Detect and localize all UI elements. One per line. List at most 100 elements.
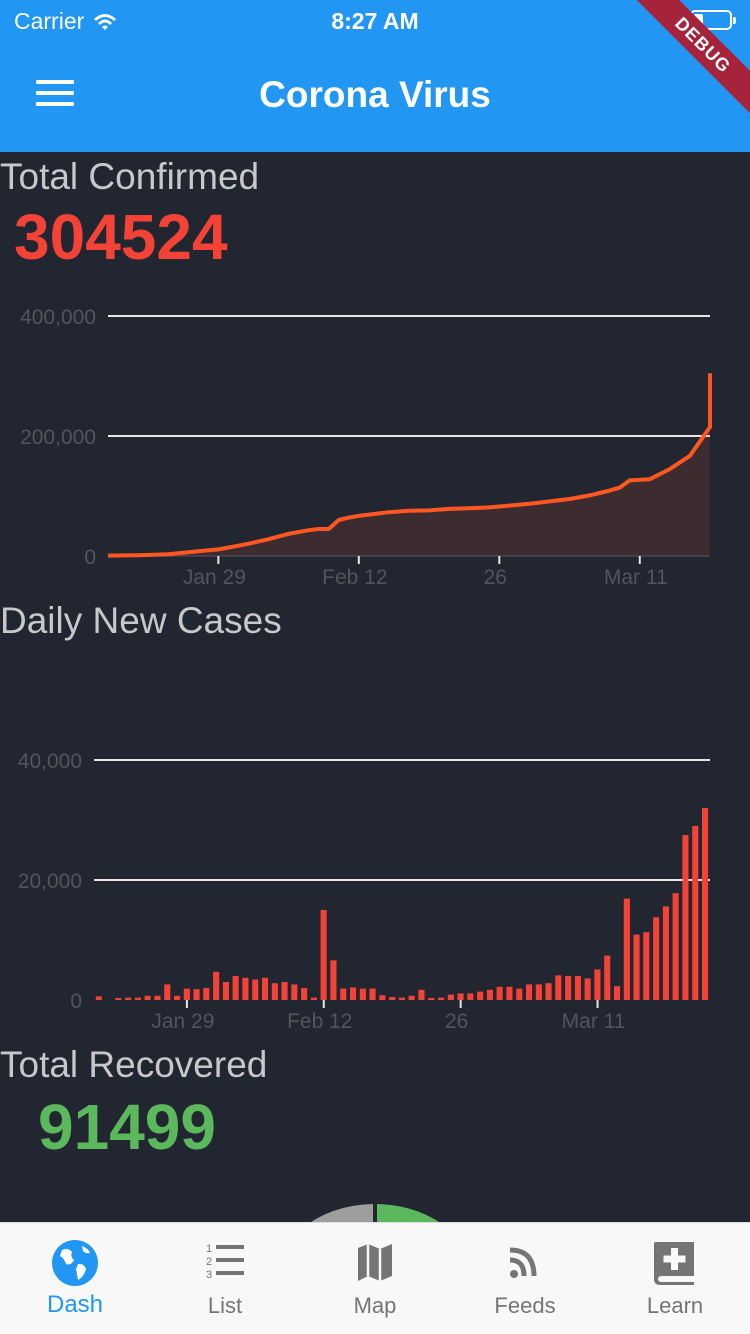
daily-bar [526, 984, 533, 1000]
daily-bar [584, 978, 591, 1000]
daily-bar [486, 989, 493, 1000]
recovered-title: Total Recovered [0, 1044, 268, 1085]
daily-bar [359, 988, 366, 1000]
confirmed-area-chart: 0 200,000 400,000 Jan 29 Feb 12 26 Mar 11 [20, 306, 712, 589]
menu-button[interactable] [36, 80, 76, 112]
numbered-list-icon: 1 2 3 [206, 1243, 244, 1281]
daily-bar [457, 993, 464, 1000]
tab-learn-label: Learn [646, 1293, 704, 1318]
daily-bar [222, 982, 229, 1000]
daily-bar [330, 960, 337, 1000]
confirmed-title: Total Confirmed [0, 156, 260, 197]
daily-bar [144, 995, 151, 1000]
daily-bar [271, 983, 278, 1000]
daily-bar [281, 982, 288, 1000]
daily-bar [418, 989, 425, 1000]
daily-bar [565, 976, 572, 1000]
daily-bar [438, 997, 445, 1000]
daily-bar [242, 977, 249, 1000]
daily-bar [203, 988, 210, 1000]
y-tick-label: 20,000 [18, 870, 82, 893]
confirmed-series-line [107, 373, 712, 558]
tab-map[interactable]: Map [300, 1223, 450, 1334]
daily-bar [115, 998, 122, 1000]
daily-bar [193, 989, 200, 1000]
carrier-label: Carrier [14, 8, 85, 34]
daily-bar [95, 996, 102, 1000]
confirmed-area-fill [108, 373, 710, 556]
daily-bar [408, 995, 415, 1000]
daily-bar [428, 998, 435, 1000]
daily-bar [379, 995, 386, 1000]
x-tick-label: 26 [445, 1010, 468, 1033]
daily-bar [340, 988, 347, 1000]
svg-text:2: 2 [206, 1256, 212, 1268]
daily-bar [477, 991, 484, 1000]
daily-bar [174, 995, 181, 1000]
daily-bar [643, 932, 650, 1000]
daily-bar [467, 993, 474, 1000]
daily-bar [154, 995, 161, 1000]
daily-bar [291, 984, 298, 1000]
x-tick-label: Mar 11 [604, 566, 668, 589]
x-tick-label: Feb 12 [287, 1010, 352, 1033]
daily-bar [535, 984, 542, 1000]
medical-book-icon [654, 1242, 694, 1285]
svg-text:1: 1 [206, 1243, 212, 1255]
y-tick-label: 40,000 [18, 750, 82, 773]
carrier-info: Carrier [14, 8, 118, 35]
rss-icon [509, 1247, 537, 1278]
daily-bar [623, 898, 630, 1000]
daily-bar [594, 969, 601, 1000]
daily-bar [447, 994, 454, 1000]
daily-bar [134, 997, 141, 1000]
daily-bar [125, 997, 132, 1000]
tab-feeds[interactable]: Feeds [450, 1223, 600, 1334]
x-tick-label: Mar 11 [562, 1010, 626, 1033]
daily-bar [545, 983, 552, 1000]
daily-title: Daily New Cases [0, 600, 282, 641]
bottom-tab-bar: Dash 1 2 3 List Map Feeds [0, 1222, 750, 1334]
tab-list[interactable]: 1 2 3 List [150, 1223, 300, 1334]
x-tick-label: 26 [484, 566, 507, 589]
x-tick-label: Jan 29 [183, 566, 246, 589]
daily-bar [350, 987, 357, 1000]
tab-map-label: Map [353, 1293, 397, 1318]
y-tick-label: 0 [84, 546, 96, 569]
x-tick-label: Jan 29 [151, 1010, 214, 1033]
tab-list-label: List [207, 1293, 243, 1318]
daily-bar [574, 976, 581, 1000]
daily-bar [653, 917, 660, 1000]
daily-bar [262, 977, 269, 1000]
tab-learn[interactable]: Learn [600, 1223, 750, 1334]
x-tick-label: Feb 12 [322, 566, 387, 589]
daily-bar [633, 934, 640, 1000]
y-tick-label: 200,000 [20, 426, 96, 449]
wifi-icon [94, 13, 117, 30]
daily-bar [183, 988, 190, 1000]
daily-bar [702, 808, 709, 1000]
tab-dash-label: Dash [46, 1291, 104, 1318]
svg-text:3: 3 [206, 1269, 212, 1281]
status-bar: Carrier 8:27 AM [0, 0, 750, 40]
daily-bar [672, 893, 679, 1000]
daily-bar [398, 997, 405, 1000]
daily-bar [310, 997, 317, 1000]
daily-bar [164, 984, 171, 1000]
y-tick-label: 0 [70, 990, 82, 1013]
daily-bar [516, 988, 523, 1000]
daily-bar [252, 979, 259, 1000]
daily-bar [301, 988, 308, 1000]
status-time: 8:27 AM [331, 8, 419, 34]
y-tick-label: 400,000 [20, 306, 96, 329]
app-bar: Carrier 8:27 AM Corona Virus DEBUG [0, 0, 750, 152]
tab-feeds-label: Feeds [494, 1293, 556, 1318]
daily-bar [369, 988, 376, 1000]
page-title: Corona Virus [259, 74, 491, 115]
daily-bar [692, 826, 699, 1000]
map-icon [358, 1244, 392, 1281]
tab-dash[interactable]: Dash [0, 1223, 150, 1334]
globe-icon [52, 1240, 98, 1286]
daily-bar [213, 971, 220, 1000]
hamburger-icon [36, 80, 74, 84]
